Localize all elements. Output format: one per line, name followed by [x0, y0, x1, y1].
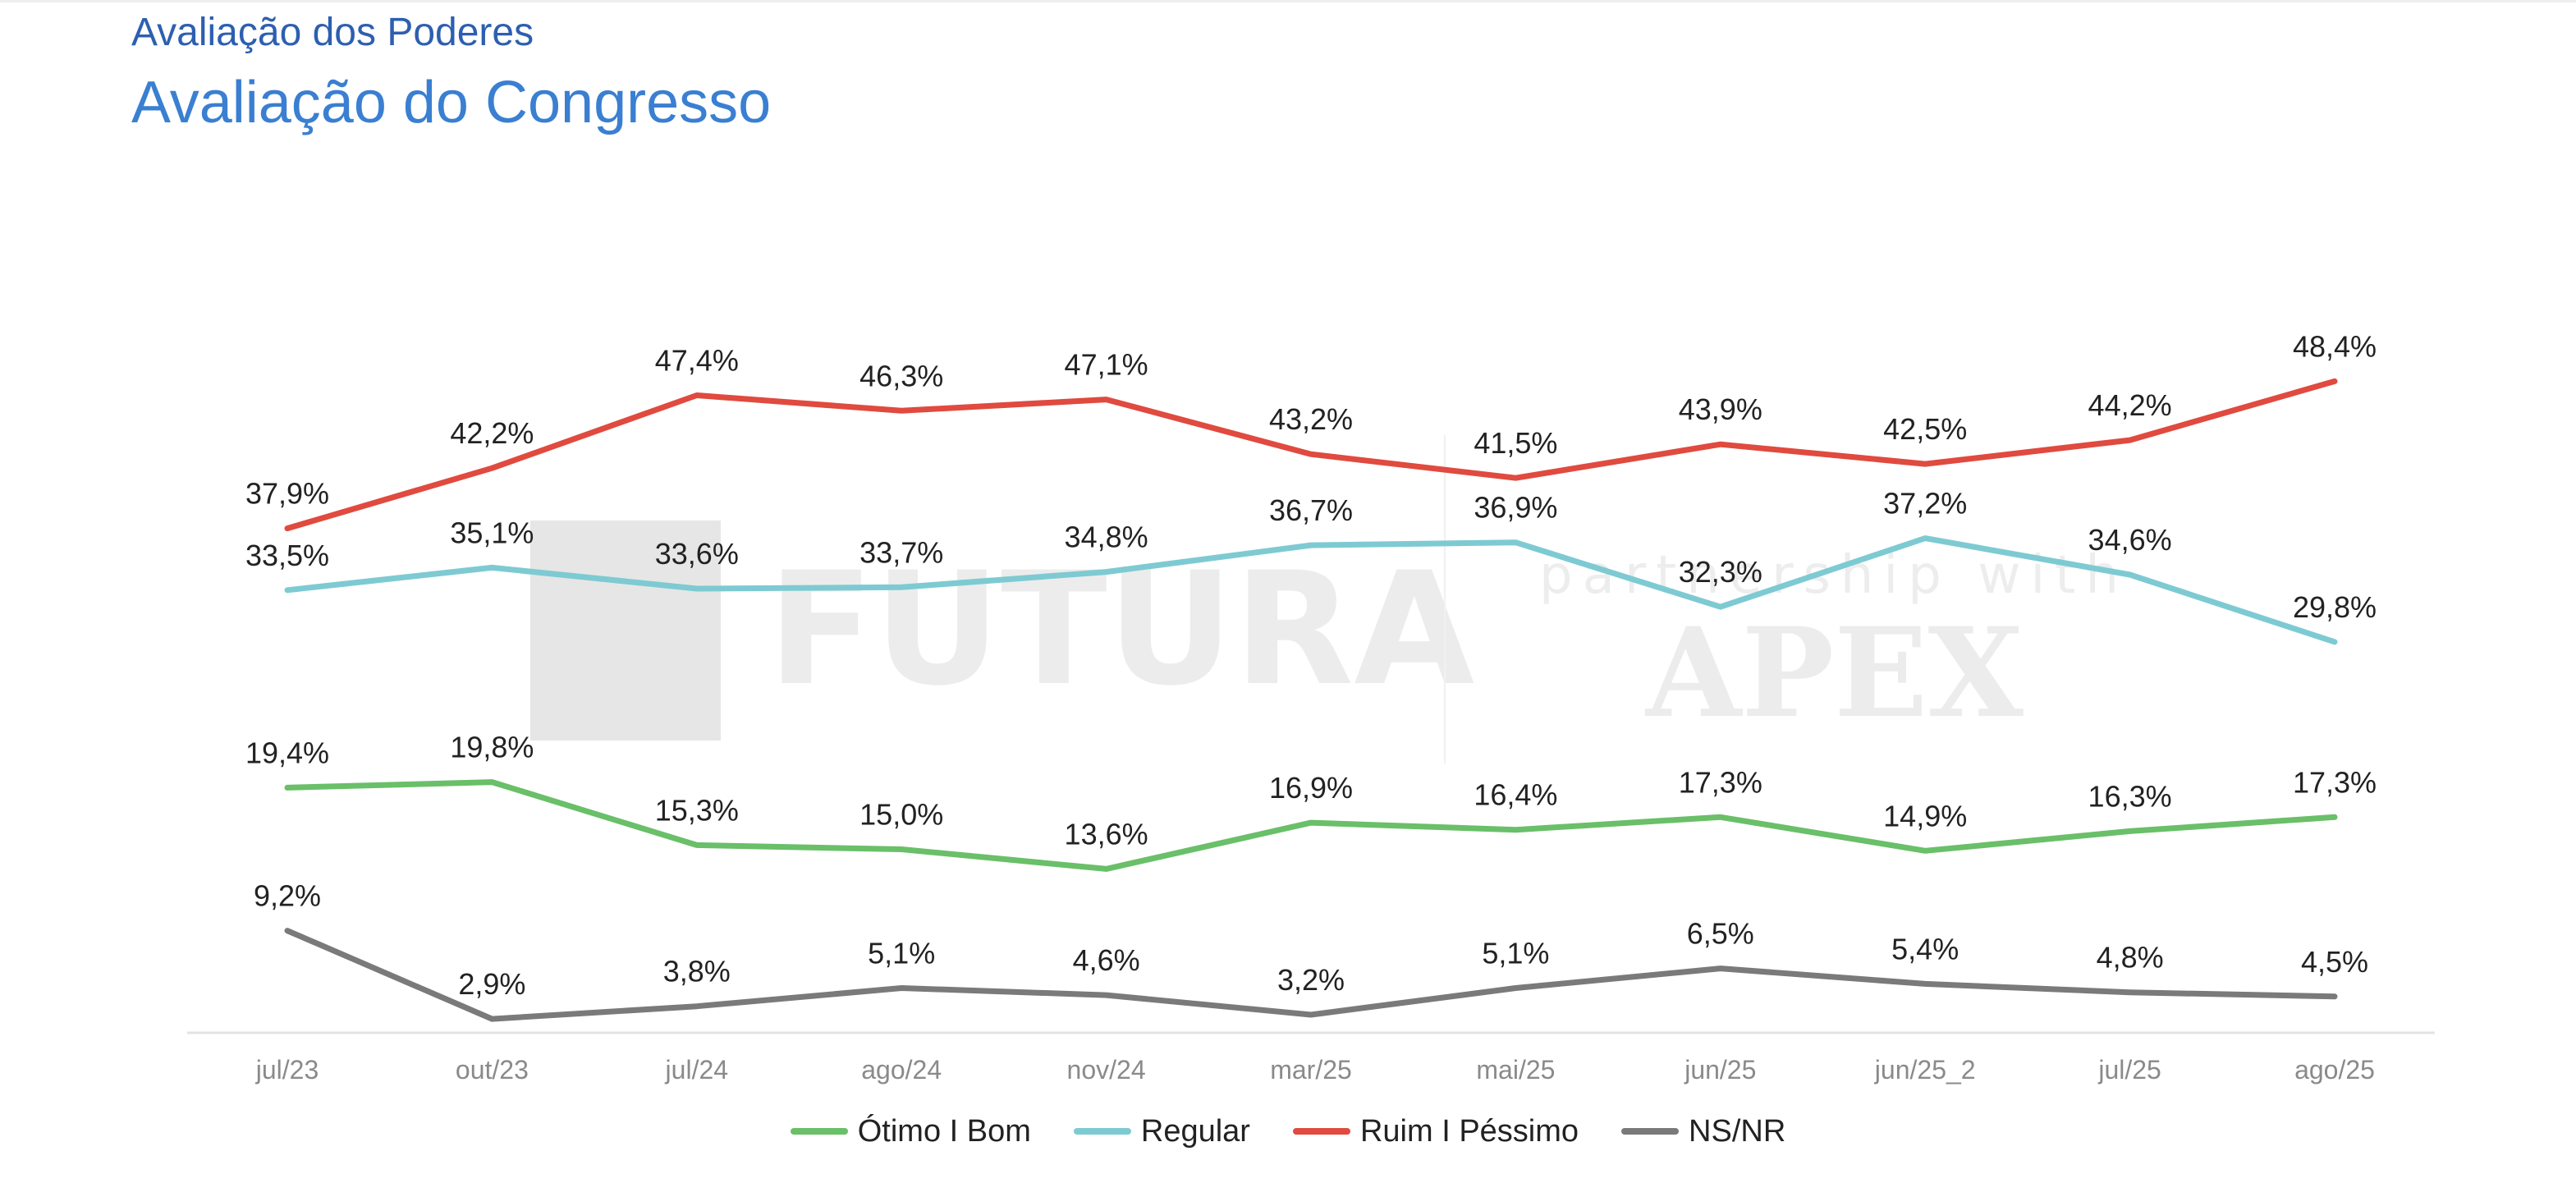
x-tick-label: jun/25_2 [1874, 1055, 1976, 1085]
data-label-otimo-i-bom: 19,8% [450, 731, 534, 764]
data-label-regular: 35,1% [450, 516, 534, 549]
data-label-regular: 29,8% [2293, 590, 2377, 624]
data-label-otimo-i-bom: 16,3% [2088, 779, 2172, 813]
legend-swatch-regular [1073, 1128, 1131, 1135]
watermark: FUTURA partnership with APEX [530, 435, 2119, 764]
data-label-layer: 19,4% 19,8% 15,3% 15,0% 13,6% 16,9% 16,4% 17,3%… [245, 329, 2377, 1001]
data-label-regular: 37,2% [1883, 487, 1967, 521]
data-label-ns-nr: 9,2% [254, 879, 321, 913]
data-label-ns-nr: 2,9% [458, 967, 525, 1001]
data-label-regular: 36,9% [1474, 491, 1557, 525]
x-tick-label: nov/24 [1067, 1055, 1146, 1085]
data-label-ns-nr: 5,1% [868, 937, 935, 970]
x-tick-label: jul/23 [255, 1055, 319, 1085]
data-label-otimo-i-bom: 19,4% [245, 736, 329, 769]
watermark-partner: APEX [1644, 601, 2024, 745]
data-label-ns-nr: 3,2% [1277, 963, 1345, 997]
data-label-ruim-i-pessimo: 43,2% [1269, 402, 1353, 436]
data-label-regular: 34,6% [2088, 523, 2172, 557]
data-label-otimo-i-bom: 14,9% [1883, 799, 1967, 832]
legend: Ótimo I Bom Regular Ruim I Péssimo NS/NR [0, 1108, 2576, 1154]
page-title: Avaliação do Congresso [131, 70, 772, 135]
x-tick-label: ago/24 [861, 1055, 942, 1085]
data-label-ns-nr: 3,8% [663, 955, 731, 988]
data-label-ns-nr: 4,5% [2301, 945, 2368, 979]
data-label-ruim-i-pessimo: 46,3% [859, 359, 943, 392]
legend-swatch-ns-nr [1621, 1128, 1680, 1135]
x-tick-label: out/23 [456, 1055, 529, 1085]
data-label-ruim-i-pessimo: 42,2% [450, 416, 534, 450]
x-tick-label: jul/24 [665, 1055, 729, 1085]
data-label-ns-nr: 4,8% [2097, 941, 2164, 975]
x-tick-label: jul/25 [2097, 1055, 2161, 1085]
data-label-ns-nr: 4,6% [1073, 943, 1140, 977]
data-label-ruim-i-pessimo: 41,5% [1474, 426, 1557, 460]
data-label-ruim-i-pessimo: 47,1% [1065, 348, 1148, 382]
legend-item-regular: Regular [1073, 1113, 1250, 1149]
x-tick-label: jun/25 [1684, 1055, 1756, 1085]
data-label-otimo-i-bom: 17,3% [2293, 765, 2377, 799]
x-tick-label: ago/25 [2294, 1055, 2375, 1085]
data-label-regular: 32,3% [1679, 555, 1762, 589]
x-tick-label: mar/25 [1270, 1055, 1352, 1085]
data-label-ruim-i-pessimo: 43,9% [1679, 392, 1762, 426]
data-label-otimo-i-bom: 16,4% [1474, 778, 1557, 812]
data-label-ruim-i-pessimo: 47,4% [655, 344, 739, 378]
data-label-ruim-i-pessimo: 37,9% [245, 477, 329, 511]
data-label-ns-nr: 6,5% [1687, 917, 1754, 951]
data-label-otimo-i-bom: 15,0% [859, 798, 943, 832]
series-layer [284, 378, 2338, 1022]
legend-label-ruim-i-pessimo: Ruim I Péssimo [1359, 1113, 1579, 1149]
legend-item-ns-nr: NS/NR [1621, 1114, 1785, 1149]
x-tick-label: mai/25 [1476, 1055, 1555, 1085]
data-label-otimo-i-bom: 16,9% [1269, 771, 1353, 805]
data-label-regular: 33,5% [245, 539, 329, 572]
data-label-otimo-i-bom: 17,3% [1679, 765, 1762, 799]
top-rule [0, 0, 2576, 2]
legend-swatch-ruim-i-pessimo [1292, 1128, 1350, 1135]
legend-label-ns-nr: NS/NR [1689, 1113, 1786, 1149]
data-label-ruim-i-pessimo: 44,2% [2088, 388, 2172, 422]
legend-label-otimo-i-bom: Ótimo I Bom [857, 1113, 1031, 1149]
data-label-regular: 34,8% [1065, 521, 1148, 554]
data-label-regular: 36,7% [1269, 493, 1353, 527]
data-label-otimo-i-bom: 15,3% [655, 793, 739, 827]
data-label-regular: 33,6% [655, 537, 739, 571]
data-label-ruim-i-pessimo: 42,5% [1883, 412, 1967, 446]
data-label-ns-nr: 5,4% [1891, 932, 1959, 965]
data-label-ns-nr: 5,1% [1482, 937, 1549, 970]
legend-label-regular: Regular [1140, 1113, 1250, 1149]
x-tick-layer: jul/23 out/23 jul/24 ago/24 nov/24 mar/25 mai/… [255, 1055, 2375, 1085]
page-subtitle: Avaliação dos Poderes [131, 11, 534, 54]
data-label-otimo-i-bom: 13,6% [1065, 817, 1148, 851]
data-label-ruim-i-pessimo: 48,4% [2293, 329, 2377, 363]
legend-swatch-otimo-i-bom [790, 1128, 848, 1135]
legend-item-ruim-i-pessimo: Ruim I Péssimo [1292, 1113, 1579, 1149]
legend-item-otimo-i-bom: Ótimo I Bom [790, 1113, 1031, 1149]
watermark-logo-block [530, 521, 721, 741]
data-label-regular: 33,7% [859, 535, 943, 569]
